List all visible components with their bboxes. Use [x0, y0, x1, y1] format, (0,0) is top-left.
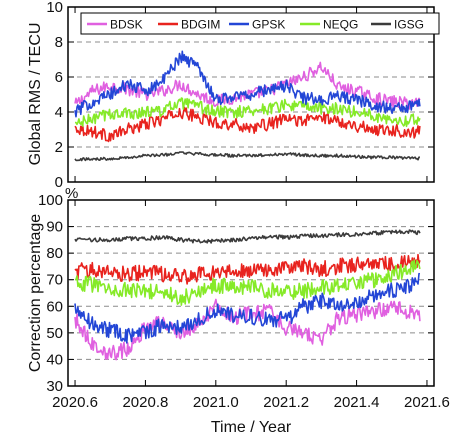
y-tick-label: 6 [55, 69, 63, 86]
y-tick-label: 8 [55, 34, 63, 51]
legend-box [80, 12, 440, 35]
series-line-igsg [74, 151, 420, 162]
y-tick-label: 30 [46, 378, 63, 395]
series-line-gpsk [74, 272, 421, 344]
series-line-bdgim [74, 106, 421, 143]
y-tick-label: 100 [38, 192, 63, 209]
series-line-gpsk [74, 50, 421, 118]
y-tick-label: 90 [46, 219, 63, 236]
x-tick-label: 2021.4 [334, 394, 380, 411]
bottom-y-unit-label: % [65, 185, 78, 202]
top-panel-axes: 0 2 4 6 8 10 [46, 0, 434, 191]
series-line-bdgim [74, 253, 421, 285]
series-line-neqg [74, 97, 421, 128]
bottom-y-axis-title: Correction percentage [27, 214, 44, 372]
top-panel-series [74, 50, 421, 162]
x-tick-label: 2020.8 [122, 394, 168, 411]
legend-label-bdgim: BDGIM [181, 18, 220, 32]
y-tick-label: 70 [46, 272, 63, 289]
series-line-igsg [74, 229, 421, 244]
x-tick-label: 2021.2 [263, 394, 309, 411]
top-panel-frame [67, 6, 435, 183]
series-line-bdsk [74, 298, 421, 361]
y-tick-label: 60 [46, 298, 63, 315]
y-tick-label: 4 [55, 104, 63, 121]
bottom-panel-axes: 30 40 50 60 70 80 90 100 2020.6 2020.8 2021.0 2021.… [38, 192, 450, 411]
legend: BDSK BDGIM GPSK NEQG IGSG [87, 18, 424, 32]
x-tick-label: 2021.0 [193, 394, 239, 411]
x-tick-label: 2020.6 [52, 394, 98, 411]
bottom-panel-grid [68, 226, 434, 360]
legend-label-neqg: NEQG [323, 18, 358, 32]
y-tick-label: 40 [46, 351, 63, 368]
x-tick-label: 2021.6 [404, 394, 450, 411]
y-tick-label: 0 [55, 174, 63, 191]
y-tick-label: 10 [46, 0, 63, 16]
series-line-neqg [74, 259, 421, 306]
legend-label-gpsk: GPSK [252, 18, 285, 32]
bottom-panel-series [74, 229, 421, 361]
y-tick-label: 50 [46, 325, 63, 342]
top-y-axis-title: Global RMS / TECU [27, 23, 44, 166]
y-tick-label: 2 [55, 139, 63, 156]
x-axis-title: Time / Year [211, 419, 292, 436]
legend-label-igsg: IGSG [394, 18, 424, 32]
y-tick-label: 80 [46, 245, 63, 262]
bottom-panel-frame [67, 199, 435, 387]
legend-label-bdsk: BDSK [110, 18, 143, 32]
